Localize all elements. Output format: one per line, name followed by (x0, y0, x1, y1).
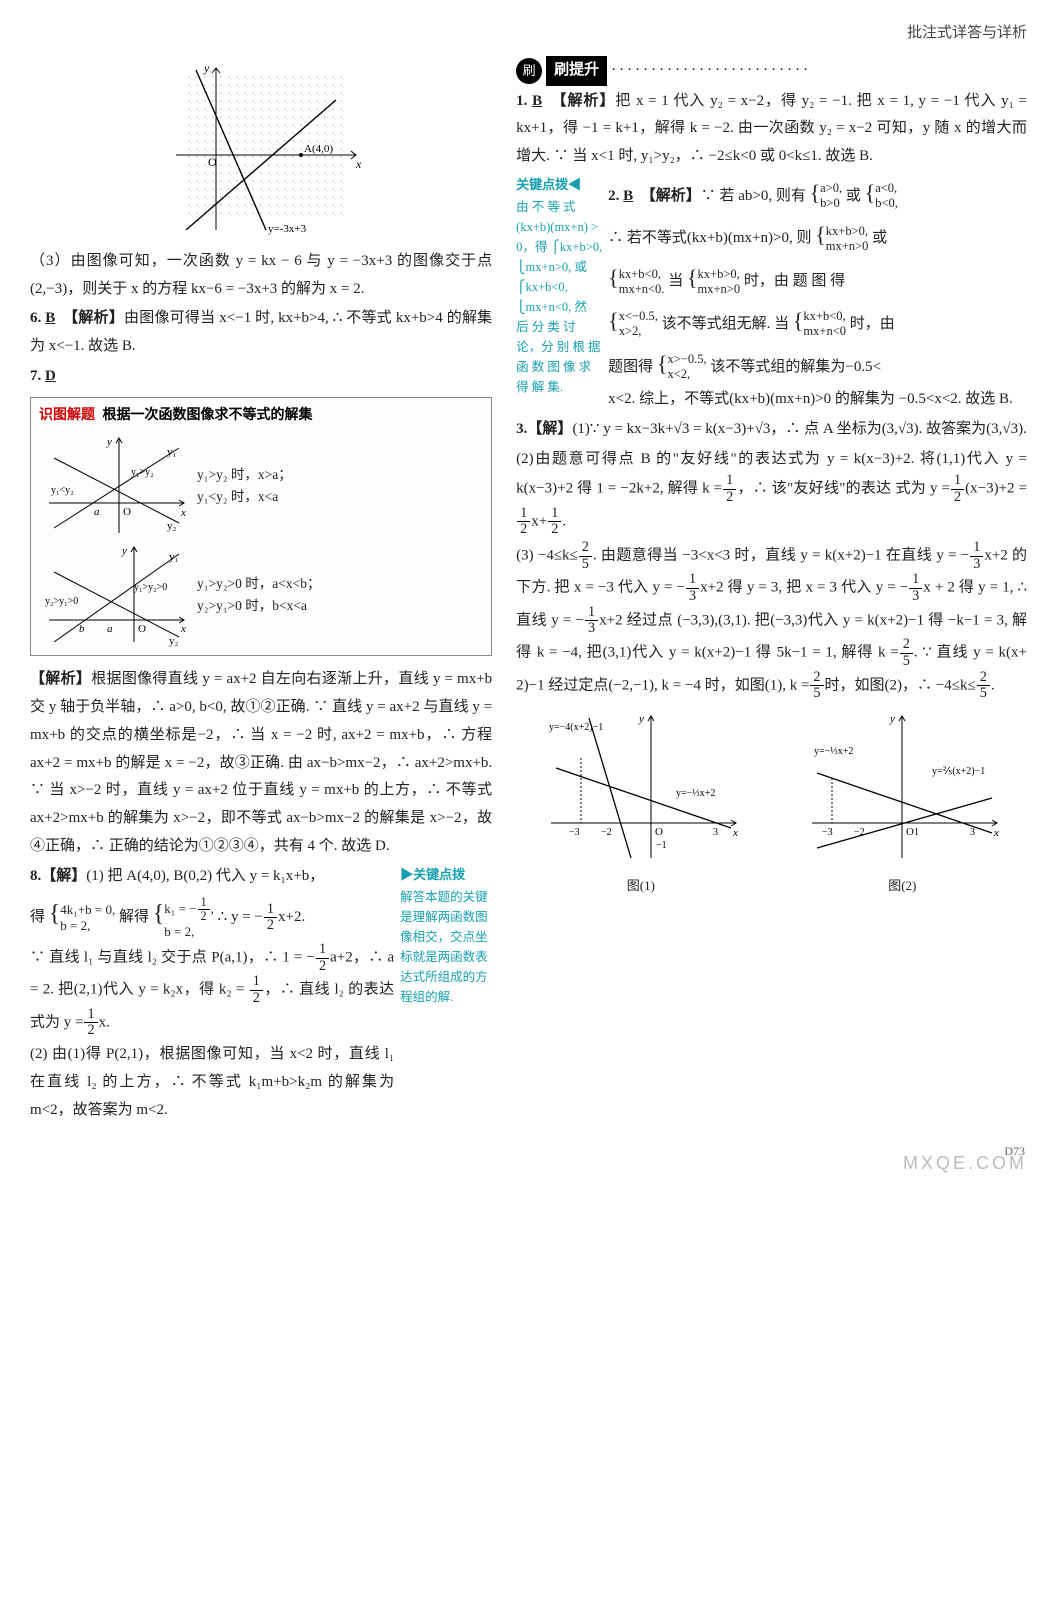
svg-text:A(4,0): A(4,0) (304, 143, 333, 155)
r-q3-graphs: Ox y y=−4(x+2)−1 y=−⅓x+2 −3 −2 −1 3 图(1) (516, 708, 1027, 898)
q7-hint-graph1: Ox y a y₁ y₂ y₁<y₂ y₁>y₂ (39, 433, 189, 538)
svg-text:y₁<y₂: y₁<y₂ (51, 485, 74, 496)
r-q2-wrap: 关键点拨◀ 由 不 等 式 (kx+b)(mx+n) > 0，得 ⎧kx+b>0… (516, 173, 1027, 416)
svg-text:y: y (638, 713, 644, 725)
r-q3-g1-cap: 图(1) (541, 874, 741, 898)
r-q1: 1. B 【解析】把 x = 1 代入 y₂ = x−2，得 y₂ = −1. … (516, 88, 1027, 171)
left-column: O x y A(4,0) y=-3x+3 （3）由图像可知，一次函数 y = k… (30, 56, 492, 1127)
q7-hint1-text: y₁>y₂ 时，x>a； y₁<y₂ 时，x<a (197, 464, 292, 507)
q8-num: 8. (30, 868, 41, 884)
svg-text:x: x (732, 827, 738, 839)
two-columns: O x y A(4,0) y=-3x+3 （3）由图像可知，一次函数 y = k… (30, 56, 1027, 1127)
q7-hint2-text: y₁>y₂>0 时，a<x<b； y₂>y₁>0 时，b<x<a (197, 573, 320, 616)
svg-text:O: O (655, 826, 663, 838)
q7-hint-box: 识图解题 根据一次函数图像求不等式的解集 Ox y a y₁ y₂ y₁<y₂ y₁… (30, 397, 492, 657)
r-q2-side: 由 不 等 式 (kx+b)(mx+n) > 0，得 ⎧kx+b>0, ⎩mx+… (516, 197, 602, 397)
section-badge: 刷 刷提升 ························· (516, 56, 1027, 86)
svg-text:y₁: y₁ (167, 446, 177, 458)
q8-eq: 得 {4k₁+b = 0,b = 2, 解得 {k₁ = −12,b = 2, … (30, 892, 394, 940)
svg-text:3: 3 (970, 827, 975, 838)
badge-title: 刷提升 (546, 56, 607, 86)
svg-text:a: a (107, 623, 113, 635)
svg-text:1: 1 (914, 827, 919, 838)
q8-p1a: (1) 把 A(4,0), B(0,2) 代入 y = k₁x+b， (86, 868, 324, 884)
svg-text:y₂: y₂ (169, 635, 179, 647)
svg-text:a: a (94, 506, 100, 518)
svg-text:−2: −2 (854, 827, 865, 838)
svg-text:O: O (138, 623, 146, 635)
svg-text:O: O (123, 506, 131, 518)
svg-text:y: y (121, 545, 127, 557)
q7-analysis: 【解析】根据图像得直线 y = ax+2 自左向右逐渐上升，直线 y = mx+… (30, 666, 492, 860)
svg-text:3: 3 (713, 827, 718, 838)
r-q3-p1: 3.【解】(1)∵ y = kx−3k+√3 = k(x−3)+√3，∴ 点 A… (516, 416, 1027, 444)
r-q3-graph1: Ox y y=−4(x+2)−1 y=−⅓x+2 −3 −2 −1 3 (541, 708, 741, 863)
q-prev-p3: （3）由图像可知，一次函数 y = kx − 6 与 y = −3x+3 的图像… (30, 248, 492, 304)
svg-text:y₂: y₂ (167, 520, 177, 532)
svg-text:x: x (180, 623, 186, 635)
q6-label: 【解析】 (63, 310, 124, 326)
q8-key-label: ▶关键点拨 (400, 863, 492, 887)
svg-text:b: b (79, 623, 85, 635)
svg-text:x: x (355, 157, 362, 171)
q7-hint-title: 识图解题 (39, 408, 95, 423)
q8-side-note: 解答本题的关键是理解两函数图像相交，交点坐标就是两函数表达式所组成的方程组的解. (400, 887, 492, 1007)
r-q3-p2: (2)由题意可得点 B 的"友好线"的表达式为 y = k(x−3)+2. 将(… (516, 446, 1027, 538)
svg-text:y₂>y₁>0: y₂>y₁>0 (45, 596, 78, 607)
svg-text:O: O (208, 155, 217, 169)
svg-text:y₁: y₁ (169, 551, 179, 563)
q6: 6. B 【解析】由图像可得当 x<−1 时, kx+b>4, ∴ 不等式 kx… (30, 305, 492, 361)
graph-q-prev: O x y A(4,0) y=-3x+3 (156, 60, 366, 240)
q7-num: 7. (30, 368, 41, 384)
r-q3-p3: (3) −4≤k≤25. 由题意得当 −3<x<3 时，直线 y = k(x+2… (516, 540, 1027, 702)
svg-text:x: x (180, 507, 186, 519)
svg-text:y=−⅓x+2: y=−⅓x+2 (814, 746, 853, 757)
page-header: 批注式详答与详析 (30, 20, 1027, 48)
svg-text:y₁>y₂: y₁>y₂ (131, 467, 154, 478)
svg-text:y=−4(x+2)−1: y=−4(x+2)−1 (549, 722, 603, 733)
badge-icon: 刷 (516, 58, 542, 84)
q7-hint-head: 根据一次函数图像求不等式的解集 (103, 408, 313, 423)
q8-p2: (2) 由(1)得 P(2,1)，根据图像可知，当 x<2 时，直线 l₁ 在直… (30, 1041, 394, 1124)
r-q3-g2-cap: 图(2) (802, 874, 1002, 898)
q7-ans: D (45, 368, 56, 384)
q6-num: 6. (30, 310, 41, 326)
r-q3-graph2: Ox y y=−⅓x+2 y=⅖(x+2)−1 −3 −2 1 3 (802, 708, 1002, 863)
q8-label: 【解】 (41, 868, 86, 884)
r-q2-key-label: 关键点拨◀ (516, 173, 602, 197)
svg-text:−3: −3 (822, 827, 833, 838)
q7-hint-graph2: Ox y b a y₁ y₂ y₂>y₁>0 y₁>y₂>0 (39, 542, 189, 647)
svg-text:x: x (993, 827, 999, 839)
svg-text:−3: −3 (569, 827, 580, 838)
badge-dots: ························· (611, 57, 1027, 85)
q6-ans: B (45, 310, 55, 326)
watermark: MXQE.COM (903, 1147, 1027, 1180)
svg-text:−2: −2 (601, 827, 612, 838)
svg-text:y=−⅓x+2: y=−⅓x+2 (676, 788, 715, 799)
svg-text:y₁>y₂>0: y₁>y₂>0 (134, 582, 167, 593)
svg-text:O: O (906, 826, 914, 838)
svg-text:−1: −1 (656, 840, 667, 851)
q7-head: 7. D (30, 363, 492, 391)
svg-text:y=⅖(x+2)−1: y=⅖(x+2)−1 (932, 766, 985, 777)
right-column: 刷 刷提升 ························· 1. B 【解析… (516, 56, 1027, 1127)
q8-wrap: 8.【解】(1) 把 A(4,0), B(0,2) 代入 y = k₁x+b， … (30, 863, 492, 1127)
q8-p1c: ∵ 直线 l₁ 与直线 l₂ 交于点 P(a,1)，∴ 1 = −12a+2，∴… (30, 942, 394, 1039)
svg-text:y=-3x+3: y=-3x+3 (268, 223, 307, 235)
svg-text:y: y (889, 713, 895, 725)
svg-text:y: y (106, 436, 112, 448)
svg-text:y: y (203, 61, 210, 75)
q7-analysis-text: 根据图像得直线 y = ax+2 自左向右逐渐上升，直线 y = mx+b 交 … (30, 671, 492, 854)
q7-analysis-label: 【解析】 (30, 671, 91, 687)
